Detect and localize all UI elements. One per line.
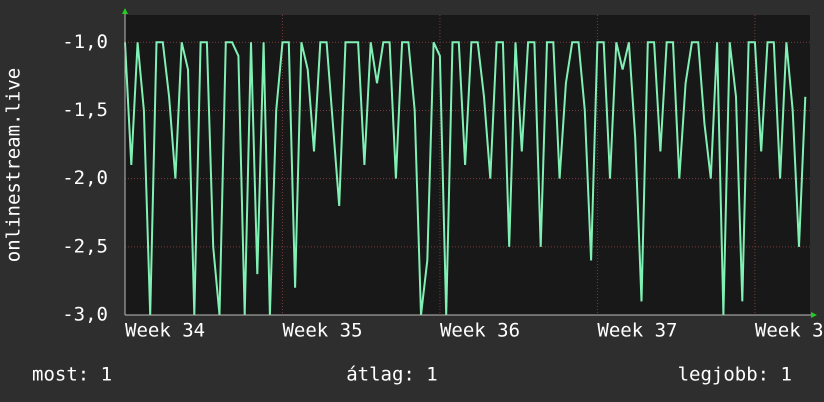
y-axis-label: onlinestream.live xyxy=(3,68,25,262)
x-tick-label: Week 38 xyxy=(755,320,824,342)
plot-area xyxy=(125,15,810,315)
marks xyxy=(124,41,807,316)
x-tick-label: Week 35 xyxy=(282,320,362,342)
y-tick-label: -1,0 xyxy=(62,31,108,53)
x-arrow xyxy=(811,312,817,318)
y-tick-label: -2,5 xyxy=(62,235,108,257)
data-line xyxy=(124,41,807,316)
footer-max: legjobb: 1 xyxy=(678,364,792,386)
x-tick-label: Week 36 xyxy=(440,320,520,342)
y-tick-label: -3,0 xyxy=(62,304,108,326)
x-tick-label: Week 37 xyxy=(597,320,677,342)
y-arrow xyxy=(122,8,128,14)
footer-average: átlag: 1 xyxy=(346,364,438,386)
y-tick-label: -1,5 xyxy=(62,99,108,121)
y-tick-label: -2,0 xyxy=(62,167,108,189)
x-tick-label: Week 34 xyxy=(125,320,205,342)
footer-current: most: 1 xyxy=(32,364,112,386)
